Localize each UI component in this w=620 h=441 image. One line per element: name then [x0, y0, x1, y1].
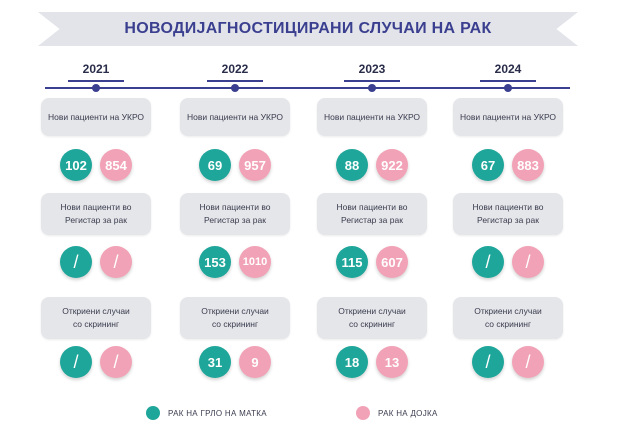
screening-card: Откриени случаи со скрининг — [180, 297, 290, 339]
timeline-dot — [231, 84, 239, 92]
screening-card: Откриени случаи со скрининг — [317, 297, 427, 339]
ukro-cervical-value: 102 — [60, 149, 92, 181]
registry-cervical-value: / — [60, 246, 92, 278]
legend-cervical-label: РАК НА ГРЛО НА МАТКА — [168, 409, 267, 418]
screening-card: Откриени случаи со скрининг — [453, 297, 563, 339]
timeline-dot — [368, 84, 376, 92]
year-label: 2023 — [358, 62, 386, 76]
screening-cervical-value: / — [60, 346, 92, 378]
registry-card: Нови пациенти во Регистар за рак — [41, 193, 151, 235]
year-underline — [344, 80, 400, 82]
ukro-cervical-value: 67 — [472, 149, 504, 181]
ukro-breast-value: 854 — [100, 149, 132, 181]
ukro-cervical-value: 69 — [199, 149, 231, 181]
registry-card: Нови пациенти во Регистар за рак — [453, 193, 563, 235]
legend-breast-label: РАК НА ДОЈКА — [378, 409, 438, 418]
screening-breast-value: / — [512, 346, 544, 378]
year-label: 2022 — [221, 62, 249, 76]
ukro-breast-value: 957 — [239, 149, 271, 181]
timeline-dot — [92, 84, 100, 92]
year-label: 2021 — [82, 62, 110, 76]
registry-breast-value: 607 — [376, 246, 408, 278]
screening-cervical-value: 31 — [199, 346, 231, 378]
ukro-card: Нови пациенти на УКРО — [317, 98, 427, 136]
title-banner: НОВОДИЈАГНОСТИЦИРАНИ СЛУЧАИ НА РАК — [38, 12, 578, 46]
legend-breast-dot — [356, 406, 370, 420]
legend-cervical-dot — [146, 406, 160, 420]
year-label: 2024 — [494, 62, 522, 76]
registry-card: Нови пациенти во Регистар за рак — [317, 193, 427, 235]
screening-cervical-value: / — [472, 346, 504, 378]
screening-breast-value: 13 — [376, 346, 408, 378]
page-title: НОВОДИЈАГНОСТИЦИРАНИ СЛУЧАИ НА РАК — [124, 20, 492, 37]
screening-breast-value: / — [100, 346, 132, 378]
timeline-dot — [504, 84, 512, 92]
ukro-card: Нови пациенти на УКРО — [453, 98, 563, 136]
registry-cervical-value: 153 — [199, 246, 231, 278]
registry-card: Нови пациенти во Регистар за рак — [180, 193, 290, 235]
registry-breast-value: 1010 — [239, 246, 271, 278]
screening-card: Откриени случаи со скрининг — [41, 297, 151, 339]
registry-cervical-value: 115 — [336, 246, 368, 278]
year-underline — [68, 80, 124, 82]
registry-breast-value: / — [512, 246, 544, 278]
ukro-breast-value: 883 — [512, 149, 544, 181]
ukro-card: Нови пациенти на УКРО — [180, 98, 290, 136]
registry-breast-value: / — [100, 246, 132, 278]
ukro-card: Нови пациенти на УКРО — [41, 98, 151, 136]
ukro-cervical-value: 88 — [336, 149, 368, 181]
year-underline — [480, 80, 536, 82]
ukro-breast-value: 922 — [376, 149, 408, 181]
screening-breast-value: 9 — [239, 346, 271, 378]
timeline-line — [45, 87, 570, 89]
screening-cervical-value: 18 — [336, 346, 368, 378]
year-underline — [207, 80, 263, 82]
registry-cervical-value: / — [472, 246, 504, 278]
